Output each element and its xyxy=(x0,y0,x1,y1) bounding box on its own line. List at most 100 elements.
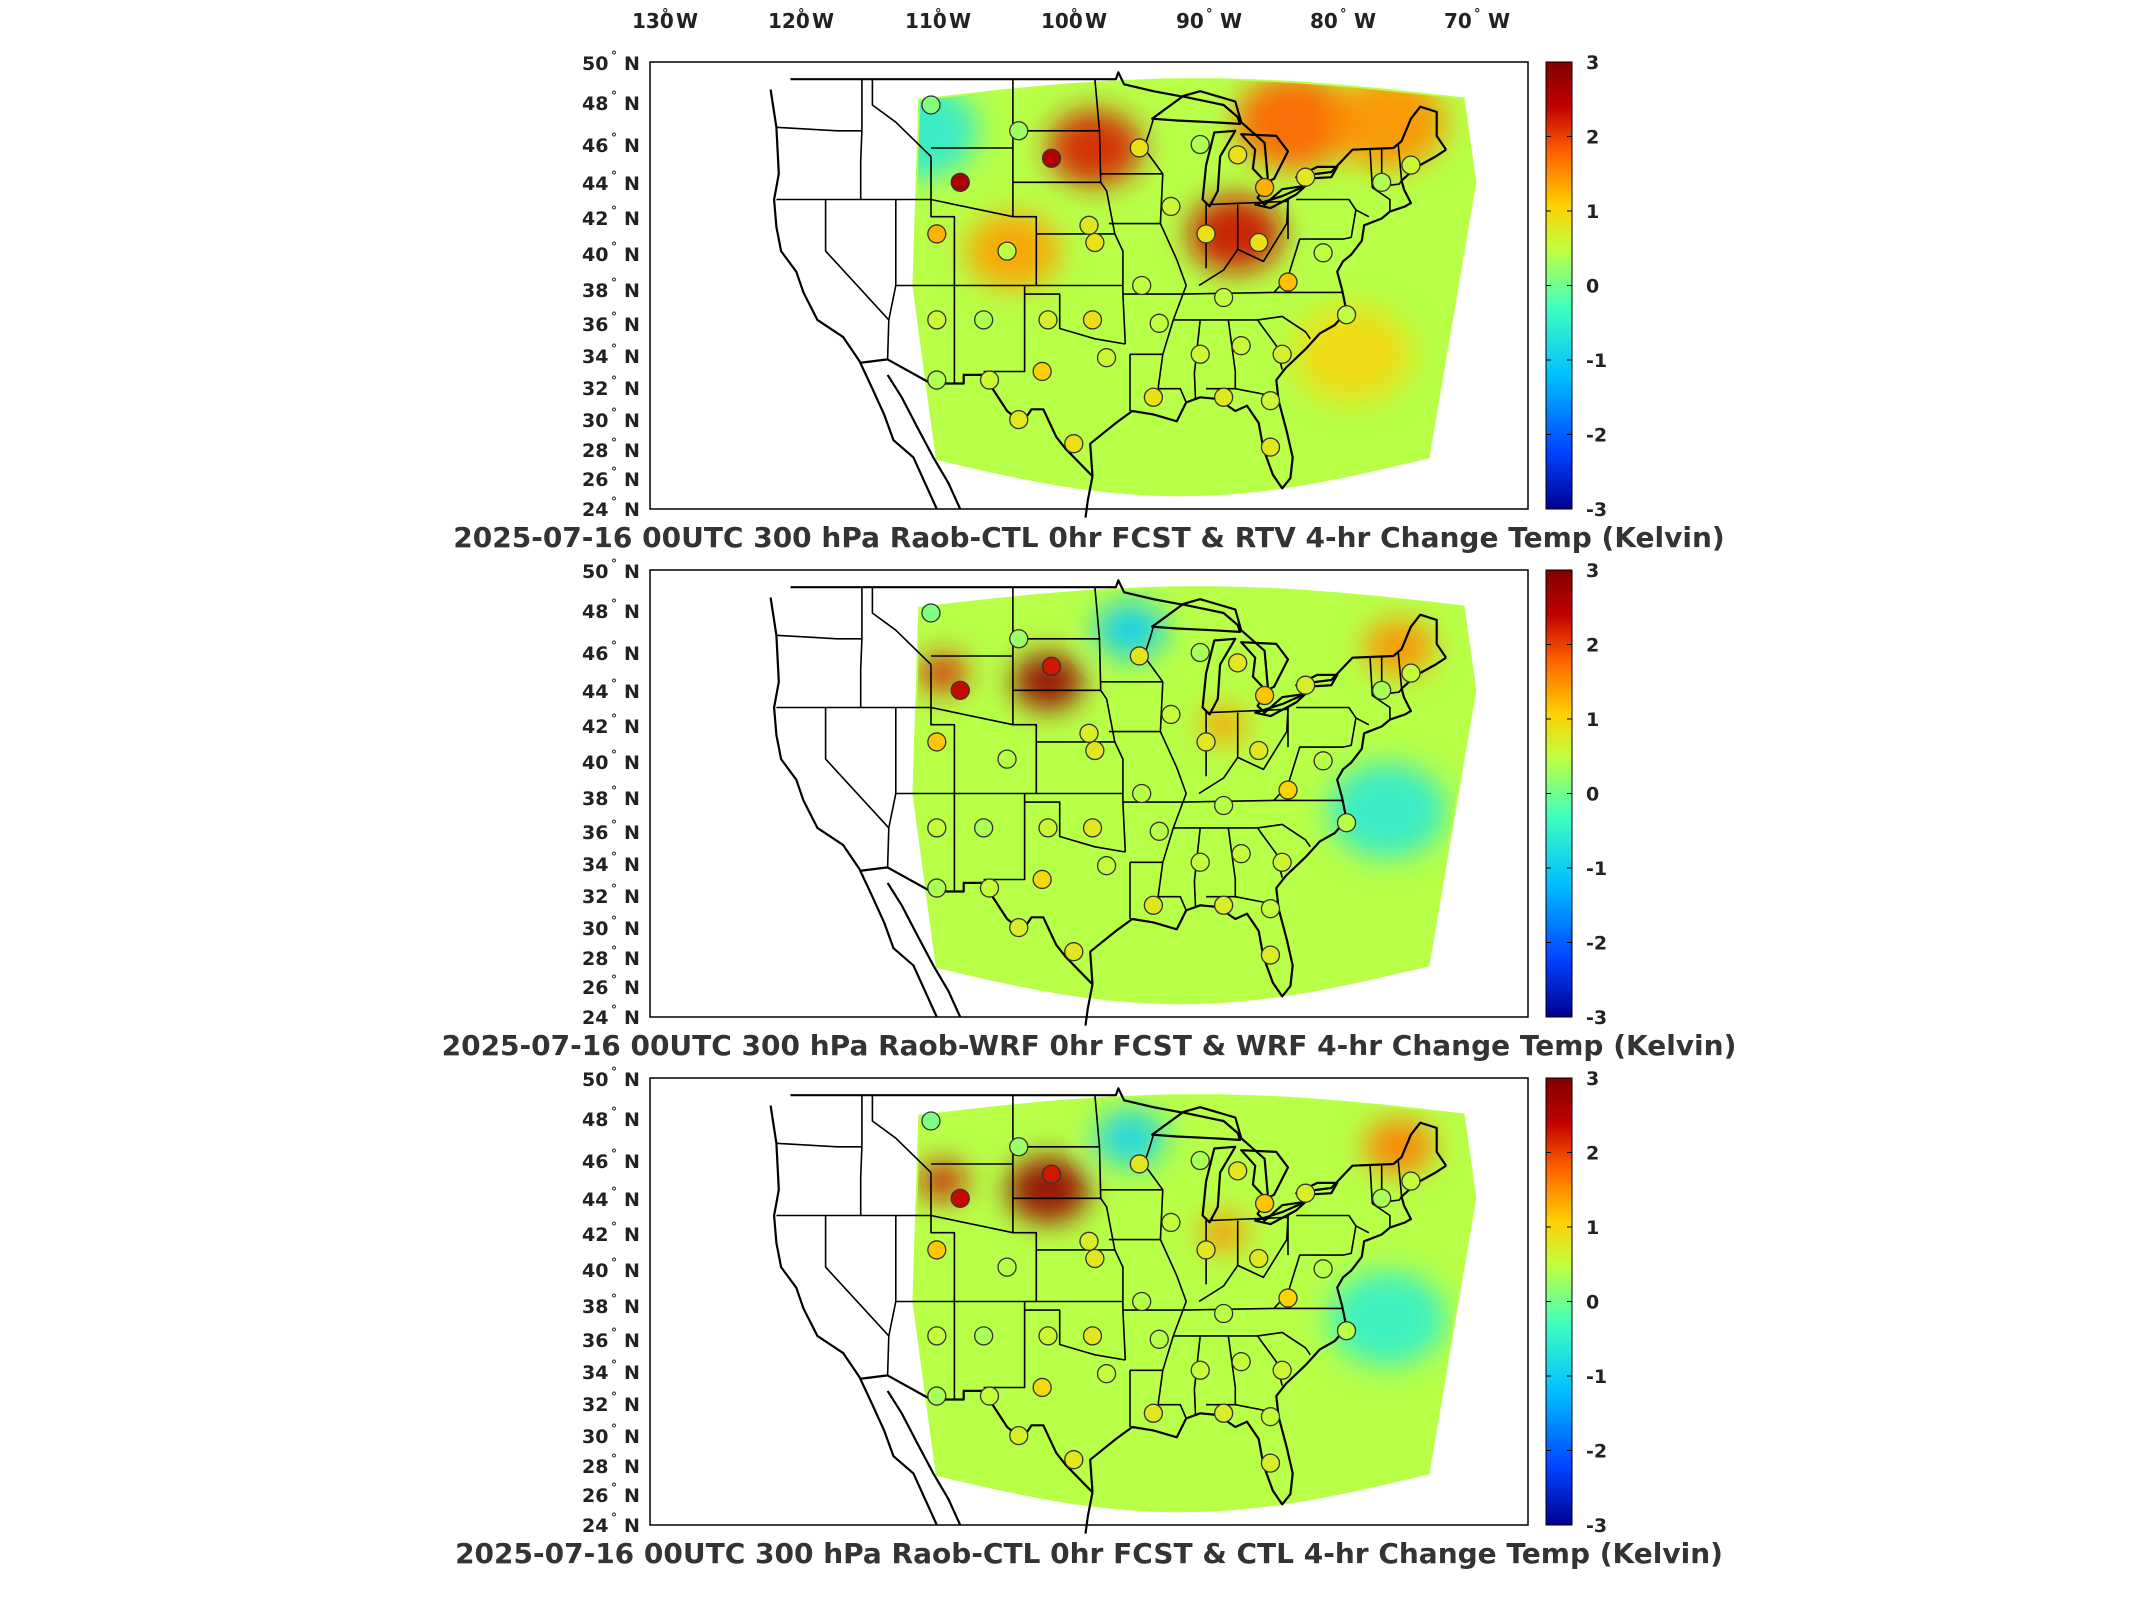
station-marker xyxy=(921,603,941,623)
colorbar-tick-label: -3 xyxy=(1586,1007,1607,1029)
lat-tick-suffix: N xyxy=(624,643,640,665)
lat-tick-suffix: N xyxy=(624,1456,640,1478)
lat-tick-degree: ° xyxy=(611,677,617,691)
lat-tick-suffix: N xyxy=(624,1296,640,1318)
station-marker xyxy=(1038,310,1058,330)
station-marker xyxy=(997,241,1017,261)
station-marker xyxy=(1129,138,1149,158)
lat-tick-suffix: N xyxy=(624,93,640,115)
colorbar: 3 2 1 0 -1 -2 -3 xyxy=(1545,1068,1607,1537)
lon-tick-label: 80 xyxy=(1310,9,1338,33)
station-marker xyxy=(927,1326,947,1346)
lat-tick-label: 40 xyxy=(582,752,608,774)
state-border xyxy=(1094,79,1127,345)
station-marker xyxy=(1190,1150,1210,1171)
state-border xyxy=(930,664,956,892)
latitude-axis: 50 ° N48 ° N46 ° N44 ° N42 ° N40 ° N38 ° N36 ° N34 ° N32 ° N… xyxy=(582,49,640,521)
state-border xyxy=(871,1095,932,1174)
lat-tick-label: 44 xyxy=(582,173,608,195)
state-border xyxy=(871,587,932,666)
lat-tick-suffix: N xyxy=(624,440,640,462)
station-marker xyxy=(1032,869,1052,890)
station-marker xyxy=(1161,1212,1181,1233)
station-marker xyxy=(1129,1154,1149,1174)
lat-tick-suffix: N xyxy=(624,681,640,703)
colorbar-tick-label: -3 xyxy=(1586,499,1607,521)
lat-tick-suffix: N xyxy=(624,469,640,491)
station-marker xyxy=(1401,155,1421,175)
lat-tick-degree: ° xyxy=(611,131,617,145)
station-marker xyxy=(1190,852,1210,872)
field-anomaly xyxy=(1007,1156,1089,1223)
lat-tick-degree: ° xyxy=(611,49,617,63)
lat-tick-label: 32 xyxy=(582,1394,608,1416)
station-marker xyxy=(1228,653,1248,673)
lat-tick-degree: ° xyxy=(611,1326,617,1340)
east-coastline xyxy=(1089,148,1447,490)
state-border xyxy=(888,199,897,321)
station-marker xyxy=(1064,942,1084,962)
field-anomaly xyxy=(1200,1213,1248,1252)
station-marker xyxy=(1272,1360,1292,1380)
state-border xyxy=(1024,1309,1126,1361)
station-marker xyxy=(1132,783,1152,804)
station-marker xyxy=(1249,1248,1269,1269)
lat-tick-degree: ° xyxy=(611,1390,617,1404)
station-marker xyxy=(921,1111,941,1131)
station-marker xyxy=(1064,1450,1084,1470)
colorbar-tick-label: -3 xyxy=(1586,1515,1607,1537)
station-marker xyxy=(1009,121,1029,141)
station-marker xyxy=(1132,275,1152,296)
station-marker xyxy=(1336,1321,1357,1341)
lat-tick-degree: ° xyxy=(611,310,617,324)
station-marker xyxy=(1143,387,1164,407)
lat-tick-degree: ° xyxy=(611,1185,617,1199)
lat-tick-degree: ° xyxy=(611,1452,617,1466)
lat-tick-degree: ° xyxy=(611,495,617,509)
station-marker xyxy=(1254,1193,1275,1214)
state-border xyxy=(983,285,1026,373)
latitude-axis: 50 ° N48 ° N46 ° N44 ° N42 ° N40 ° N38 ° N36 ° N34 ° N32 ° N… xyxy=(582,1065,640,1537)
lat-tick-label: 36 xyxy=(582,822,608,844)
lon-tick-degree: ° xyxy=(798,7,805,22)
lat-tick-degree: ° xyxy=(611,1105,617,1119)
lon-tick-degree: ° xyxy=(1071,7,1078,22)
lat-tick-suffix: N xyxy=(624,886,640,908)
canada-border xyxy=(790,71,1448,206)
station-marker xyxy=(1143,895,1164,915)
field-anomaly xyxy=(1048,110,1142,186)
panel-1: 50 ° N48 ° N46 ° N44 ° N42 ° N40 ° N38 ° N36 ° N34 ° N32 ° N… xyxy=(453,49,1724,554)
station-marker xyxy=(921,95,941,115)
station-marker xyxy=(1041,1164,1062,1184)
station-marker xyxy=(1228,145,1248,165)
lat-tick-suffix: N xyxy=(624,173,640,195)
station-marker xyxy=(1085,740,1105,761)
west-coastline xyxy=(769,597,938,1018)
lat-tick-label: 34 xyxy=(582,346,608,368)
east-coastline xyxy=(1089,1164,1447,1506)
lon-tick-suffix: W xyxy=(812,9,834,33)
map-boundaries xyxy=(769,1087,1448,1534)
station-marker xyxy=(1079,723,1099,743)
colorbar: 3 2 1 0 -1 -2 -3 xyxy=(1545,52,1607,521)
station-marker xyxy=(1254,685,1275,706)
state-border xyxy=(1122,1307,1342,1311)
lat-tick-label: 36 xyxy=(582,1330,608,1352)
lat-tick-suffix: N xyxy=(624,948,640,970)
lat-tick-label: 30 xyxy=(582,410,608,432)
station-marker xyxy=(1161,196,1181,217)
state-border xyxy=(983,1301,1026,1389)
state-border xyxy=(1193,827,1201,908)
station-marker xyxy=(979,370,1000,390)
lon-tick-suffix: W xyxy=(1354,9,1376,33)
lat-tick-suffix: N xyxy=(624,788,640,810)
lat-tick-suffix: N xyxy=(624,280,640,302)
lat-tick-label: 36 xyxy=(582,314,608,336)
state-border xyxy=(776,126,862,132)
colorbar-tick-label: 0 xyxy=(1586,784,1599,806)
raob-stations xyxy=(921,603,1421,965)
station-marker xyxy=(1190,642,1210,663)
state-border xyxy=(888,1215,897,1337)
station-marker xyxy=(1079,215,1099,235)
state-border xyxy=(1342,209,1370,240)
